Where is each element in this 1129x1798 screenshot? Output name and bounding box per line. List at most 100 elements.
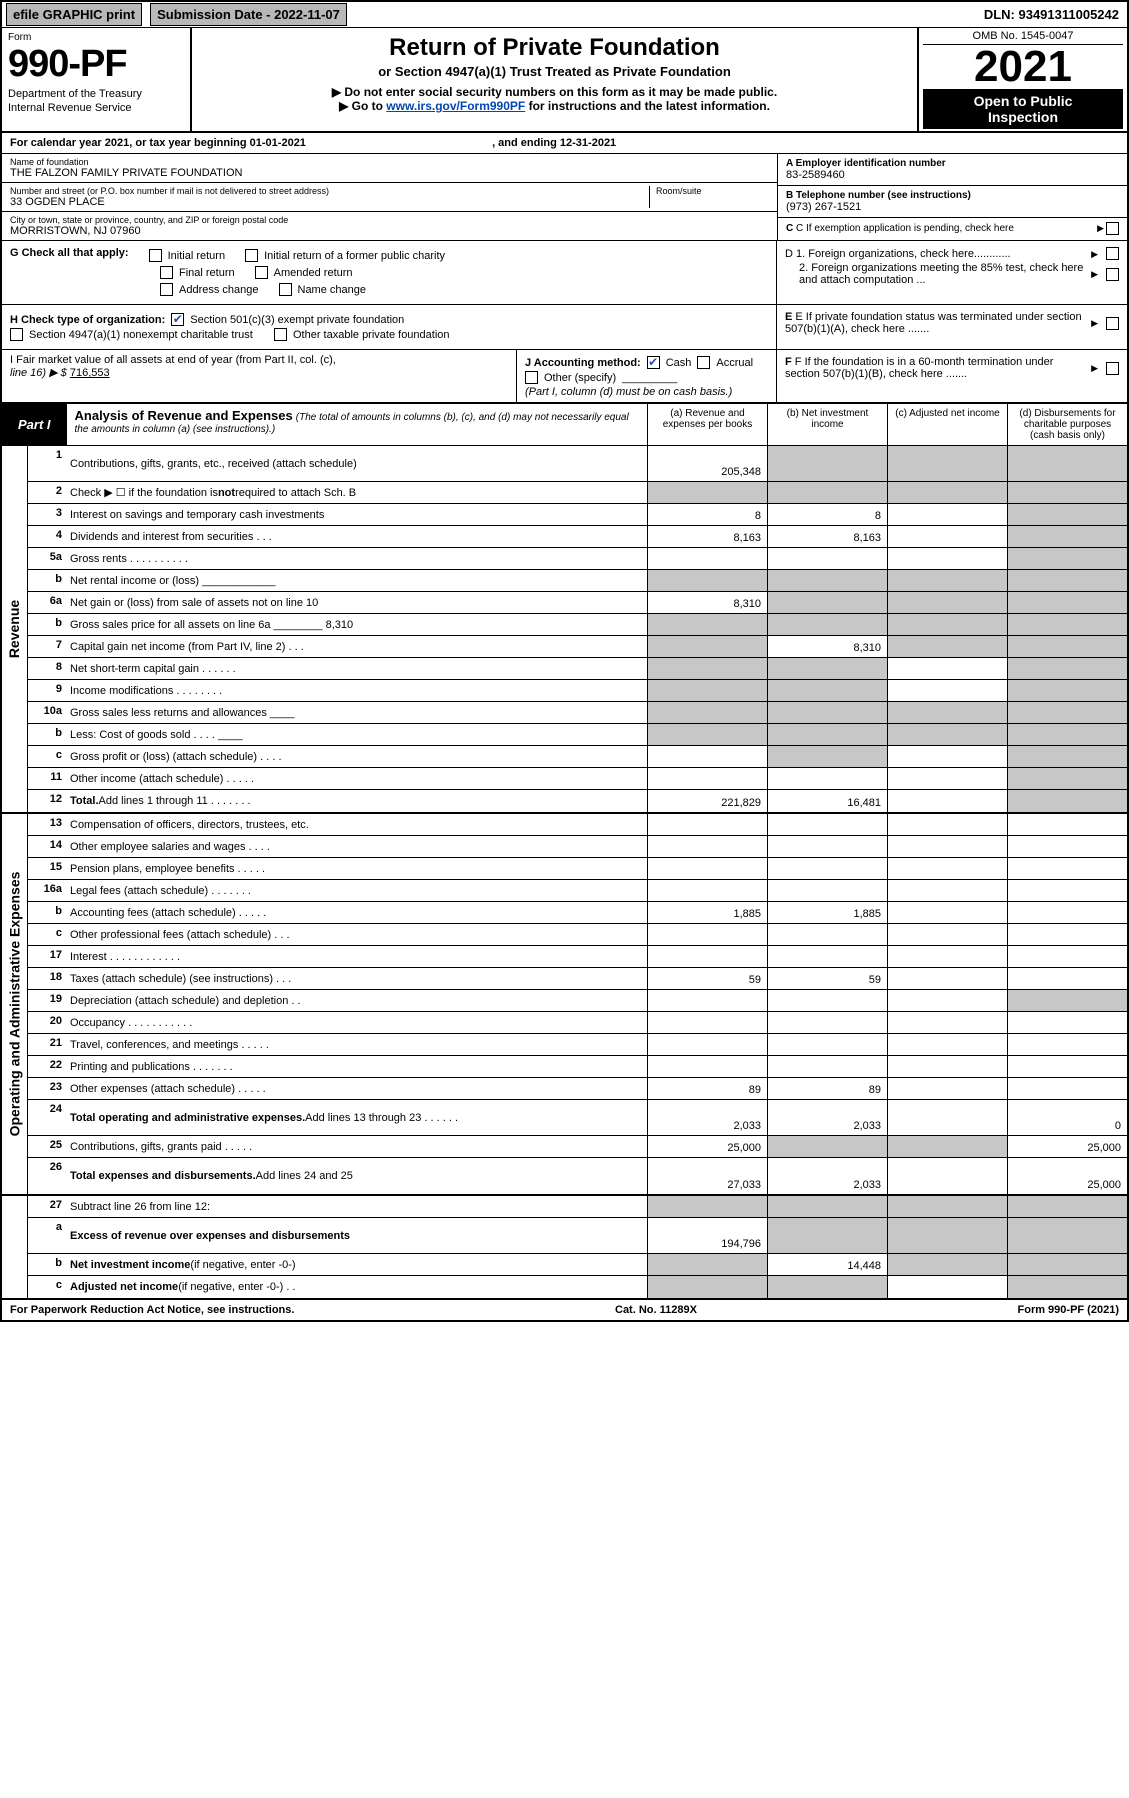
table-row: 10aGross sales less returns and allowanc… bbox=[28, 702, 1127, 724]
expenses-section: Operating and Administrative Expenses 13… bbox=[2, 814, 1127, 1196]
cell-d bbox=[1007, 504, 1127, 525]
g-amended-checkbox[interactable] bbox=[255, 266, 268, 279]
h-4947-checkbox[interactable] bbox=[10, 328, 23, 341]
cat-no: Cat. No. 11289X bbox=[615, 1304, 697, 1316]
row-label: Other income (attach schedule) . . . . . bbox=[66, 768, 647, 789]
cell-a bbox=[647, 614, 767, 635]
g-name-checkbox[interactable] bbox=[279, 283, 292, 296]
foundation-name-cell: Name of foundation THE FALZON FAMILY PRI… bbox=[2, 154, 777, 183]
table-row: 13Compensation of officers, directors, t… bbox=[28, 814, 1127, 836]
efile-button[interactable]: efile GRAPHIC print bbox=[6, 3, 142, 26]
row-number: 12 bbox=[28, 790, 66, 812]
cell-a bbox=[647, 880, 767, 901]
table-row: bGross sales price for all assets on lin… bbox=[28, 614, 1127, 636]
cell-d bbox=[1007, 592, 1127, 613]
cell-d bbox=[1007, 614, 1127, 635]
c-checkbox[interactable] bbox=[1106, 222, 1119, 235]
cell-d bbox=[1007, 1218, 1127, 1253]
row-number: 6a bbox=[28, 592, 66, 613]
cell-a: 8,310 bbox=[647, 592, 767, 613]
table-row: 22Printing and publications . . . . . . … bbox=[28, 1056, 1127, 1078]
cell-c bbox=[887, 1218, 1007, 1253]
cell-c bbox=[887, 946, 1007, 967]
net-section: 27Subtract line 26 from line 12:aExcess … bbox=[2, 1196, 1127, 1300]
cell-d bbox=[1007, 1078, 1127, 1099]
e-checkbox[interactable] bbox=[1106, 317, 1119, 330]
ijf-section: I Fair market value of all assets at end… bbox=[2, 350, 1127, 404]
d2-checkbox[interactable] bbox=[1106, 268, 1119, 281]
row-number: 15 bbox=[28, 858, 66, 879]
row-label: Total expenses and disbursements. Add li… bbox=[66, 1158, 647, 1194]
phone-cell: B Telephone number (see instructions) (9… bbox=[778, 186, 1127, 218]
row-label: Less: Cost of goods sold . . . . ____ bbox=[66, 724, 647, 745]
check-section-he: H Check type of organization: Section 50… bbox=[2, 305, 1127, 350]
cell-a bbox=[647, 724, 767, 745]
cell-d bbox=[1007, 746, 1127, 767]
d1-checkbox[interactable] bbox=[1106, 247, 1119, 260]
row-label: Travel, conferences, and meetings . . . … bbox=[66, 1034, 647, 1055]
f-check: F F If the foundation is in a 60-month t… bbox=[777, 350, 1127, 402]
row-number: b bbox=[28, 614, 66, 635]
cell-c bbox=[887, 504, 1007, 525]
f-checkbox[interactable] bbox=[1106, 362, 1119, 375]
cell-a bbox=[647, 858, 767, 879]
page-footer: For Paperwork Reduction Act Notice, see … bbox=[2, 1300, 1127, 1320]
form-title-block: Return of Private Foundation or Section … bbox=[192, 28, 917, 131]
cell-a bbox=[647, 658, 767, 679]
row-label: Excess of revenue over expenses and disb… bbox=[66, 1218, 647, 1253]
table-row: 25Contributions, gifts, grants paid . . … bbox=[28, 1136, 1127, 1158]
row-number: 25 bbox=[28, 1136, 66, 1157]
cell-b bbox=[767, 1136, 887, 1157]
i-fmv: I Fair market value of all assets at end… bbox=[2, 350, 517, 402]
j-cash-checkbox[interactable] bbox=[647, 356, 660, 369]
row-label: Occupancy . . . . . . . . . . . bbox=[66, 1012, 647, 1033]
cell-a: 8,163 bbox=[647, 526, 767, 547]
row-label: Net short-term capital gain . . . . . . bbox=[66, 658, 647, 679]
form-label: Form bbox=[8, 32, 184, 43]
h-501c3-checkbox[interactable] bbox=[171, 313, 184, 326]
cell-a bbox=[647, 570, 767, 591]
cell-c bbox=[887, 724, 1007, 745]
cell-d bbox=[1007, 768, 1127, 789]
cell-d bbox=[1007, 658, 1127, 679]
row-label: Pension plans, employee benefits . . . .… bbox=[66, 858, 647, 879]
g-address-checkbox[interactable] bbox=[160, 283, 173, 296]
row-number: c bbox=[28, 746, 66, 767]
cell-a: 221,829 bbox=[647, 790, 767, 812]
table-row: 6aNet gain or (loss) from sale of assets… bbox=[28, 592, 1127, 614]
g-initial-former-checkbox[interactable] bbox=[245, 249, 258, 262]
row-number: 11 bbox=[28, 768, 66, 789]
row-number: 20 bbox=[28, 1012, 66, 1033]
g-initial-checkbox[interactable] bbox=[149, 249, 162, 262]
dept-line-2: Internal Revenue Service bbox=[8, 102, 184, 114]
calendar-year-line: For calendar year 2021, or tax year begi… bbox=[2, 133, 1127, 154]
j-accrual-checkbox[interactable] bbox=[697, 356, 710, 369]
row-number: 13 bbox=[28, 814, 66, 835]
row-number: 23 bbox=[28, 1078, 66, 1099]
h-other-checkbox[interactable] bbox=[274, 328, 287, 341]
j-other-checkbox[interactable] bbox=[525, 371, 538, 384]
row-label: Contributions, gifts, grants, etc., rece… bbox=[66, 446, 647, 481]
cell-d bbox=[1007, 968, 1127, 989]
cell-d bbox=[1007, 790, 1127, 812]
table-row: 9Income modifications . . . . . . . . bbox=[28, 680, 1127, 702]
row-label: Total. Add lines 1 through 11 . . . . . … bbox=[66, 790, 647, 812]
cell-b bbox=[767, 1276, 887, 1298]
form-id-block: Form 990-PF Department of the Treasury I… bbox=[2, 28, 192, 131]
cell-a bbox=[647, 946, 767, 967]
cell-c bbox=[887, 680, 1007, 701]
row-number: b bbox=[28, 1254, 66, 1275]
form-page: efile GRAPHIC print Submission Date - 20… bbox=[0, 0, 1129, 1322]
g-final-checkbox[interactable] bbox=[160, 266, 173, 279]
table-row: 17Interest . . . . . . . . . . . . bbox=[28, 946, 1127, 968]
paperwork-notice: For Paperwork Reduction Act Notice, see … bbox=[10, 1304, 294, 1316]
cell-b: 8,310 bbox=[767, 636, 887, 657]
row-number: 1 bbox=[28, 446, 66, 481]
table-row: 24Total operating and administrative exp… bbox=[28, 1100, 1127, 1136]
cell-b bbox=[767, 724, 887, 745]
cell-d bbox=[1007, 814, 1127, 835]
row-label: Other employee salaries and wages . . . … bbox=[66, 836, 647, 857]
instructions-link[interactable]: www.irs.gov/Form990PF bbox=[386, 99, 525, 113]
table-row: 3Interest on savings and temporary cash … bbox=[28, 504, 1127, 526]
row-label: Gross profit or (loss) (attach schedule)… bbox=[66, 746, 647, 767]
